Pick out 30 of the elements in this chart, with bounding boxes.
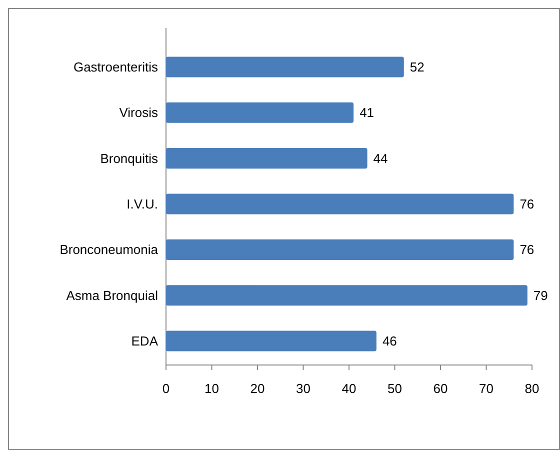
x-tick-label: 70 bbox=[479, 381, 494, 396]
x-tick-label: 40 bbox=[342, 381, 356, 396]
data-label: 52 bbox=[410, 60, 424, 75]
x-tick-label: 0 bbox=[162, 381, 170, 396]
bar bbox=[166, 285, 528, 306]
y-tick-label: EDA bbox=[131, 334, 158, 349]
bar bbox=[166, 56, 404, 78]
data-label: 46 bbox=[382, 334, 397, 349]
data-label: 79 bbox=[533, 288, 548, 303]
data-label: 41 bbox=[360, 105, 374, 120]
x-tick-label: 60 bbox=[433, 381, 448, 396]
y-tick-label: Virosis bbox=[119, 105, 158, 120]
data-label: 76 bbox=[520, 196, 534, 212]
y-tick-label: Bronquitis bbox=[100, 150, 158, 166]
x-tick-label: 10 bbox=[204, 381, 219, 396]
x-tick-label: 30 bbox=[296, 381, 310, 396]
data-label: 44 bbox=[373, 150, 388, 166]
bar bbox=[166, 102, 354, 123]
bar bbox=[166, 330, 376, 352]
x-tick-label: 50 bbox=[388, 381, 402, 396]
x-tick-label: 20 bbox=[250, 381, 265, 396]
y-tick-label: Gastroenteritis bbox=[73, 60, 158, 75]
y-tick-label: Asma Bronquial bbox=[66, 288, 158, 303]
x-tick-label: 80 bbox=[524, 381, 540, 396]
y-tick-label: Bronconeumonia bbox=[60, 242, 159, 258]
bar bbox=[166, 194, 514, 214]
y-tick-label: I.V.U. bbox=[126, 196, 158, 212]
data-label: 76 bbox=[520, 242, 534, 258]
bar bbox=[166, 148, 368, 169]
bar bbox=[166, 239, 514, 260]
